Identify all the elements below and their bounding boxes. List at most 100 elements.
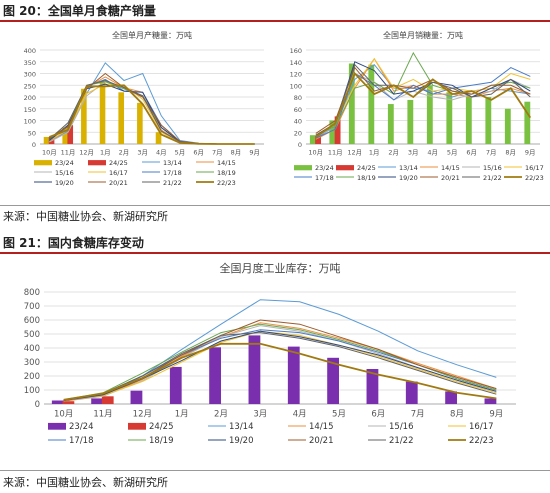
legend-label: 18/19 [149, 436, 174, 446]
figure-21-source: 来源：中国糖业协会、新湖研究所 [3, 476, 168, 489]
bar-23-24 [484, 398, 497, 404]
y-tick-label: 0 [298, 141, 302, 149]
line-21-22 [315, 63, 531, 136]
bar-23-24 [169, 366, 182, 404]
legend-label: 23/24 [315, 164, 334, 172]
x-tick-label: 11月 [61, 149, 76, 157]
legend-label: 22/23 [525, 174, 544, 182]
chart-title: 全国单月产糖量：万吨 [112, 30, 192, 40]
x-tick-label: 8月 [505, 149, 516, 157]
legend-label: 23/24 [69, 422, 94, 432]
y-tick-label: 140 [290, 59, 302, 67]
legend-label: 19/20 [399, 174, 418, 182]
chart-title: 全国单月销糖量：万吨 [383, 30, 463, 40]
bar-23-24 [366, 369, 379, 404]
figure-20-source-divider [0, 205, 550, 206]
legend-label: 16/17 [469, 422, 494, 432]
legend-label: 20/21 [441, 174, 460, 182]
legend-label: 13/14 [399, 164, 418, 172]
y-tick-label: 400 [24, 344, 40, 354]
bar-23-24 [465, 97, 472, 144]
x-tick-label: 4月 [293, 410, 307, 420]
legend-label: 19/20 [55, 179, 74, 187]
y-tick-label: 300 [24, 358, 40, 368]
bar-23-24 [407, 99, 414, 144]
y-tick-label: 60 [294, 106, 302, 114]
bar-23-24 [445, 391, 457, 404]
x-tick-label: 9月 [525, 149, 536, 157]
x-tick-label: 8月 [450, 410, 464, 420]
y-tick-label: 100 [24, 386, 40, 396]
chart-title: 全国月度工业库存：万吨 [220, 261, 341, 275]
legend-label: 21/22 [483, 174, 502, 182]
y-tick-label: 700 [24, 302, 40, 312]
x-tick-label: 12月 [79, 149, 94, 157]
legend-swatch [88, 160, 106, 166]
bar-23-24 [43, 136, 50, 144]
bar-23-24 [99, 81, 106, 144]
legend-label: 21/22 [389, 436, 414, 446]
bar-23-24 [426, 85, 433, 144]
y-tick-label: 20 [294, 129, 302, 137]
x-tick-label: 7月 [212, 149, 223, 157]
bar-24-25 [334, 116, 341, 144]
x-tick-label: 2月 [214, 410, 228, 420]
x-tick-label: 5月 [332, 410, 346, 420]
x-tick-label: 3月 [408, 149, 419, 157]
x-tick-label: 1月 [175, 410, 189, 420]
x-tick-label: 4月 [156, 149, 167, 157]
legend-label: 13/14 [229, 422, 254, 432]
legend-swatch [48, 422, 66, 430]
y-tick-label: 800 [24, 288, 40, 298]
bar-23-24 [327, 357, 339, 404]
y-tick-label: 150 [24, 106, 36, 114]
bar-23-24 [446, 92, 453, 144]
bar-23-24 [524, 101, 531, 144]
legend-label: 24/25 [109, 159, 128, 167]
x-tick-label: 7月 [486, 149, 497, 157]
y-tick-label: 80 [294, 94, 302, 102]
line-19-20 [315, 61, 531, 138]
x-tick-label: 11月 [328, 149, 343, 157]
legend-label: 19/20 [229, 436, 254, 446]
bar-23-24 [309, 135, 316, 144]
y-tick-label: 300 [24, 71, 36, 79]
bar-23-24 [405, 381, 418, 404]
y-tick-label: 0 [32, 141, 36, 149]
figure-21-title: 图 21：国内食糖库存变动 [3, 236, 144, 250]
bar-23-24 [62, 127, 68, 144]
bar-23-24 [485, 97, 492, 144]
bar-23-24 [387, 104, 394, 144]
legend-label: 21/22 [163, 179, 182, 187]
x-tick-label: 4月 [427, 149, 438, 157]
x-tick-label: 10月 [42, 149, 57, 157]
y-tick-label: 40 [294, 118, 302, 126]
legend-label: 15/16 [389, 422, 414, 432]
legend-label: 16/17 [109, 169, 128, 177]
bar-24-25 [67, 125, 74, 144]
legend-swatch [34, 160, 52, 166]
x-tick-label: 5月 [447, 149, 458, 157]
legend-swatch [128, 422, 146, 430]
legend-label: 20/21 [309, 436, 334, 446]
legend-label: 22/23 [217, 179, 236, 187]
line-22-23 [48, 84, 255, 145]
x-tick-label: 2月 [119, 149, 130, 157]
chart-svg: 全国单月产糖量：万吨 0 50 100 150 200 250 300 350 400 10月 11月… [24, 30, 264, 187]
monthly-sales-chart: 全国单月销糖量：万吨 0 20 40 60 80 100 120 140 160 10月 11月 12月… [278, 24, 550, 196]
legend-label: 18/19 [357, 174, 376, 182]
x-tick-label: 1月 [100, 149, 111, 157]
chart-svg: 全国单月销糖量：万吨 0 20 40 60 80 100 120 140 160 10月 11月 12月… [290, 30, 544, 182]
line-21-22 [63, 332, 497, 401]
legend-label: 20/21 [109, 179, 128, 187]
legend-label: 15/16 [483, 164, 502, 172]
x-tick-label: 10月 [308, 149, 323, 157]
x-tick-label: 3月 [253, 410, 267, 420]
line-14-15 [63, 322, 497, 402]
chart-svg: 全国月度工业库存：万吨 0 100 200 300 400 500 600 700 800 10月 1… [24, 261, 516, 446]
legend-label: 24/25 [357, 164, 376, 172]
legend-label: 13/14 [163, 159, 182, 167]
industrial-inventory-chart: 全国月度工业库存：万吨 0 100 200 300 400 500 600 700 800 10月 1… [4, 258, 546, 468]
legend-swatch [336, 165, 354, 171]
x-tick-label: 6月 [466, 149, 477, 157]
